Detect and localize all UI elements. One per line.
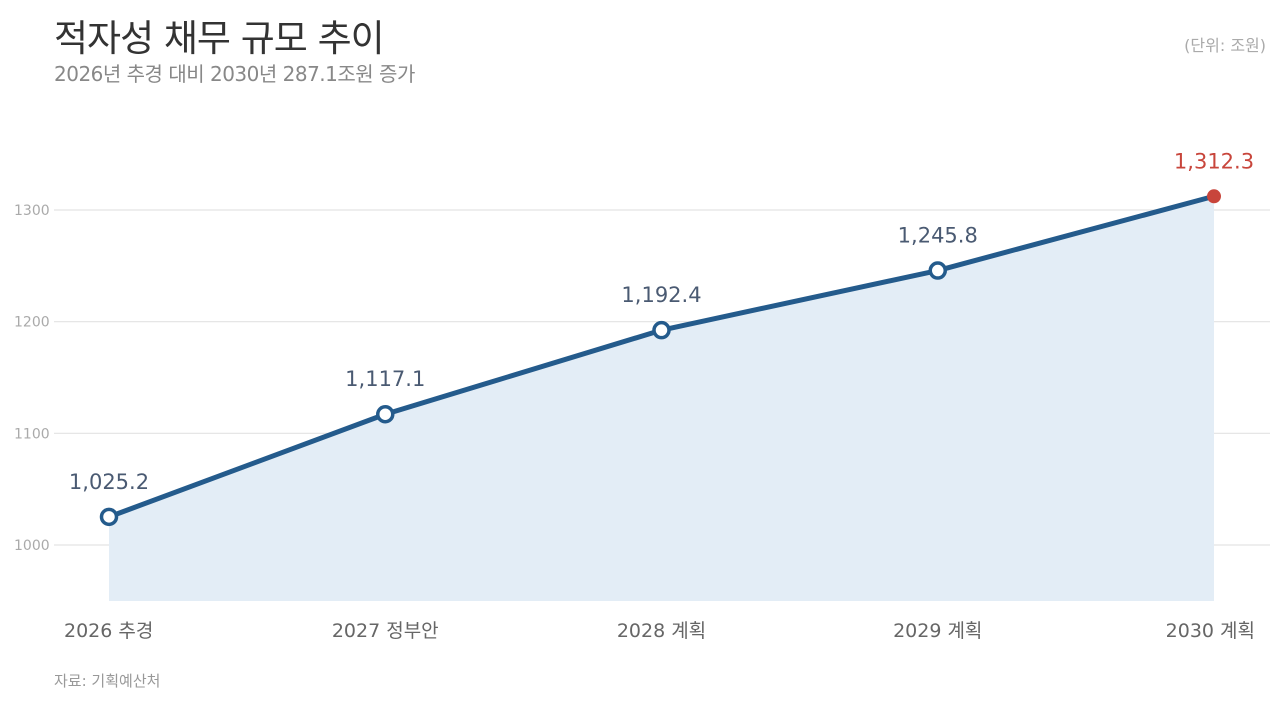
- data-label: 1,192.4: [621, 283, 701, 307]
- unit-label: (단위: 조원): [1184, 36, 1266, 55]
- y-tick-label: 1300: [14, 203, 50, 219]
- y-tick-label: 1200: [14, 315, 50, 331]
- data-point: [376, 404, 395, 424]
- y-tick-label: 1100: [14, 426, 50, 442]
- data-label: 1,312.3: [1174, 149, 1254, 173]
- chart-title: 적자성 채무 규모 추이: [54, 17, 385, 60]
- data-point-highlight: [1207, 189, 1221, 204]
- x-tick-label: 2029 계획: [893, 620, 982, 642]
- y-tick-label: 1000: [14, 538, 50, 554]
- data-label: 1,025.2: [69, 470, 149, 494]
- x-tick-label: 2030 계획: [1166, 620, 1255, 642]
- data-point: [928, 261, 947, 280]
- data-label: 1,117.1: [345, 367, 425, 391]
- source-note: 자료: 기획예산처: [54, 672, 161, 690]
- data-point: [652, 320, 671, 340]
- data-label: 1,245.8: [898, 224, 978, 248]
- x-tick-label: 2028 계획: [617, 620, 706, 642]
- chart-subtitle: 2026년 추경 대비 2030년 287.1조원 증가: [54, 62, 415, 86]
- area-fill: [109, 196, 1214, 601]
- data-point: [99, 507, 119, 527]
- x-tick-label: 2027 정부안: [332, 620, 439, 642]
- x-tick-label: 2026 추경: [64, 620, 153, 642]
